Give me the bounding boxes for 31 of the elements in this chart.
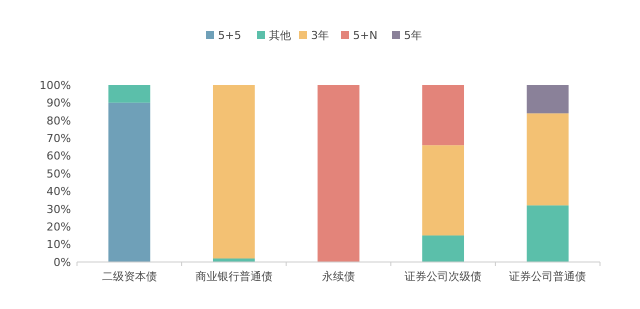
bar xyxy=(318,85,360,262)
x-tick-label: 证券公司普通债 xyxy=(509,270,586,283)
y-tick-label: 70% xyxy=(46,132,71,145)
x-tick-label: 永续债 xyxy=(322,270,355,283)
bar xyxy=(108,85,150,103)
legend-label: 其他 xyxy=(269,28,291,42)
y-tick-label: 40% xyxy=(46,185,71,198)
x-tick-label: 证券公司次级债 xyxy=(404,270,482,283)
x-tick-label: 商业银行普通债 xyxy=(195,270,272,283)
bar xyxy=(526,113,569,206)
legend-label: 5+5 xyxy=(218,28,242,42)
y-tick-label: 90% xyxy=(46,96,71,110)
y-tick-label: 80% xyxy=(46,114,71,128)
bar xyxy=(422,235,464,262)
y-tick-label: 10% xyxy=(46,238,71,252)
x-tick-label: 二级资本债 xyxy=(102,270,157,283)
y-tick-label: 60% xyxy=(46,150,71,163)
legend-label: 5年 xyxy=(404,28,422,42)
bar xyxy=(526,205,569,262)
bar xyxy=(212,85,255,258)
y-tick-label: 50% xyxy=(46,167,71,180)
bar xyxy=(108,102,150,262)
bar xyxy=(526,85,569,114)
y-tick-label: 0% xyxy=(54,256,71,269)
y-tick-label: 20% xyxy=(46,220,71,234)
legend-label: 3年 xyxy=(311,28,329,42)
bar xyxy=(422,145,464,236)
bar xyxy=(422,85,464,146)
legend-label: 5+N xyxy=(353,28,378,42)
y-tick-label: 100% xyxy=(40,78,71,92)
y-tick-label: 30% xyxy=(46,202,71,216)
